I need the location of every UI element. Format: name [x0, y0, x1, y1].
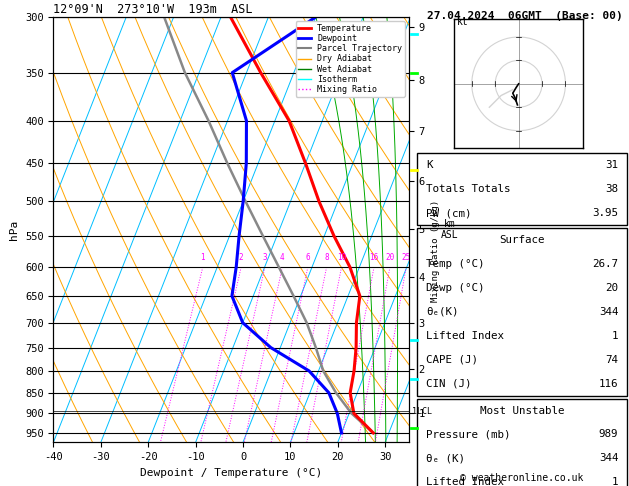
Text: Most Unstable: Most Unstable: [480, 405, 564, 416]
Text: Surface: Surface: [499, 235, 545, 245]
Text: 8: 8: [325, 253, 329, 261]
Text: 20: 20: [386, 253, 394, 261]
Text: 344: 344: [599, 453, 618, 464]
Text: 1: 1: [612, 331, 618, 341]
Text: Dewp (°C): Dewp (°C): [426, 283, 484, 293]
Text: 1: 1: [201, 253, 205, 261]
Text: Mixing Ratio (g/kg): Mixing Ratio (g/kg): [431, 200, 440, 302]
Text: 116: 116: [599, 379, 618, 389]
Text: Totals Totals: Totals Totals: [426, 184, 510, 194]
Text: Pressure (mb): Pressure (mb): [426, 430, 510, 439]
Text: © weatheronline.co.uk: © weatheronline.co.uk: [460, 472, 584, 483]
Text: 16: 16: [369, 253, 379, 261]
Text: Lifted Index: Lifted Index: [426, 477, 504, 486]
Text: 4: 4: [280, 253, 285, 261]
Text: 2: 2: [239, 253, 243, 261]
Text: PW (cm): PW (cm): [426, 208, 471, 218]
Text: 38: 38: [605, 184, 618, 194]
Text: Lifted Index: Lifted Index: [426, 331, 504, 341]
X-axis label: Dewpoint / Temperature (°C): Dewpoint / Temperature (°C): [140, 468, 322, 478]
Bar: [417, 228, 627, 396]
Bar: [417, 399, 627, 486]
Text: 989: 989: [599, 430, 618, 439]
Text: 10: 10: [337, 253, 346, 261]
Text: kt: kt: [457, 17, 469, 27]
Legend: Temperature, Dewpoint, Parcel Trajectory, Dry Adiabat, Wet Adiabat, Isotherm, Mi: Temperature, Dewpoint, Parcel Trajectory…: [296, 21, 404, 97]
Text: 26.7: 26.7: [593, 259, 618, 269]
Text: 31: 31: [605, 160, 618, 170]
Text: θₑ(K): θₑ(K): [426, 307, 459, 317]
Text: 20: 20: [605, 283, 618, 293]
Text: 12°09'N  273°10'W  193m  ASL: 12°09'N 273°10'W 193m ASL: [53, 3, 253, 16]
Text: CAPE (J): CAPE (J): [426, 355, 478, 365]
Text: 6: 6: [306, 253, 310, 261]
Text: K: K: [426, 160, 432, 170]
Y-axis label: km
ASL: km ASL: [441, 219, 459, 241]
Text: 74: 74: [605, 355, 618, 365]
Text: Temp (°C): Temp (°C): [426, 259, 484, 269]
Text: 27.04.2024  06GMT  (Base: 00): 27.04.2024 06GMT (Base: 00): [427, 11, 623, 21]
Text: 1: 1: [612, 477, 618, 486]
Text: θₑ (K): θₑ (K): [426, 453, 465, 464]
Text: 3.95: 3.95: [593, 208, 618, 218]
Bar: [417, 153, 627, 225]
Text: 25: 25: [401, 253, 411, 261]
Text: CIN (J): CIN (J): [426, 379, 471, 389]
Y-axis label: hPa: hPa: [9, 220, 19, 240]
Text: 1LCL: 1LCL: [413, 407, 432, 416]
Text: 344: 344: [599, 307, 618, 317]
Text: 3: 3: [262, 253, 267, 261]
